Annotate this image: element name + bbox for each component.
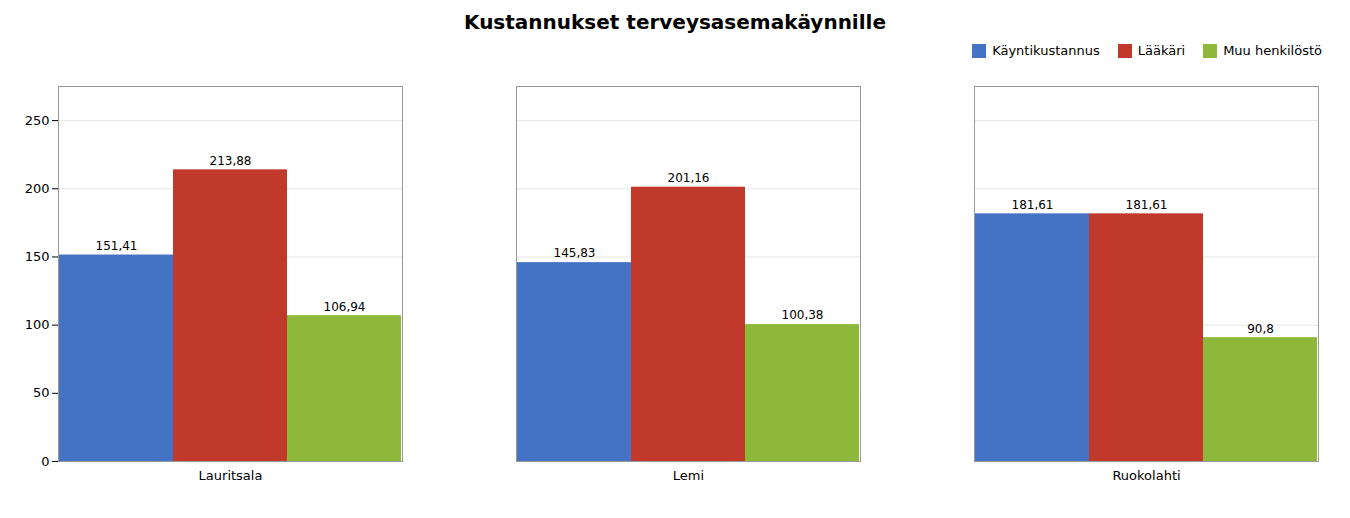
- svg-text:100: 100: [25, 317, 50, 332]
- svg-text:106,94: 106,94: [324, 300, 366, 314]
- svg-text:150: 150: [25, 249, 50, 264]
- html-text:Lääkäri: Lääkäri: [1137, 43, 1186, 58]
- svg-text:Ruokolahti: Ruokolahti: [1112, 468, 1180, 483]
- svg-text:151,41: 151,41: [96, 239, 138, 253]
- html-text:Käyntikustannus: Käyntikustannus: [992, 43, 1100, 58]
- svg-text:181,61: 181,61: [1012, 198, 1054, 212]
- html-text:Muu henkilöstö: Muu henkilöstö: [1223, 43, 1322, 58]
- svg-text:213,88: 213,88: [210, 154, 252, 168]
- svg-text:Lauritsala: Lauritsala: [199, 468, 263, 483]
- svg-text:145,83: 145,83: [554, 246, 596, 260]
- svg-text:201,16: 201,16: [668, 171, 710, 185]
- svg-text:250: 250: [25, 113, 50, 128]
- svg-text:Lemi: Lemi: [673, 468, 704, 483]
- svg-text:200: 200: [25, 181, 50, 196]
- svg-text:50: 50: [33, 385, 50, 400]
- svg-text:0: 0: [41, 454, 49, 469]
- svg-text:181,61: 181,61: [1126, 198, 1168, 212]
- html-text:Kustannukset terveysasemakäynn: Kustannukset terveysasemakäynnille: [464, 10, 886, 34]
- svg-text:90,8: 90,8: [1247, 322, 1274, 336]
- svg-text:100,38: 100,38: [782, 308, 824, 322]
